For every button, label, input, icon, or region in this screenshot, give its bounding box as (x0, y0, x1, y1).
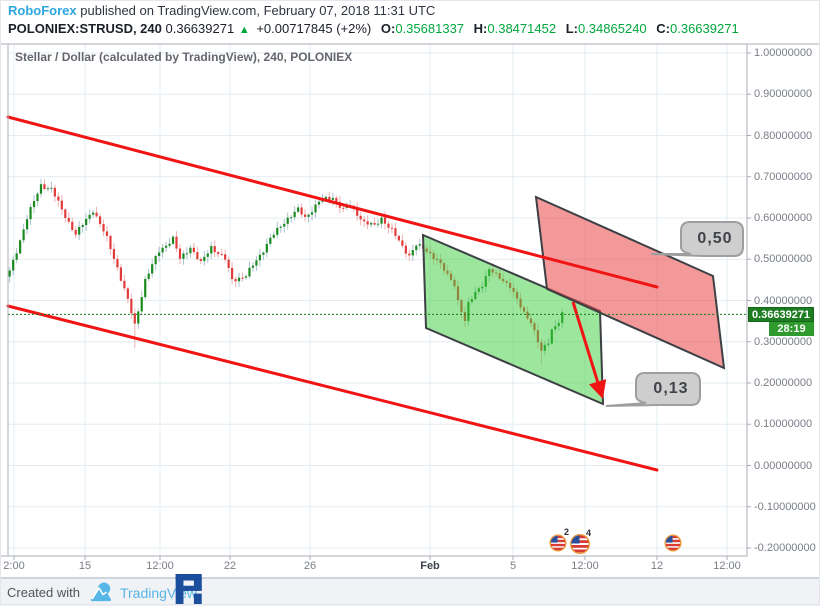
price-callout-bubble (605, 372, 701, 407)
low-value: 0.34865240 (577, 21, 647, 36)
close-value: 0.36639271 (670, 21, 739, 36)
time-axis-label[interactable]: 26 (303, 560, 317, 572)
published-info: published on TradingView.com, February 0… (80, 3, 436, 18)
price-axis-label[interactable]: 0.10000000 (754, 418, 813, 431)
price-axis-label[interactable]: 0.50000000 (754, 253, 813, 266)
time-axis-label[interactable]: 12 (650, 560, 664, 572)
price-axis-label[interactable]: -0.20000000 (754, 542, 816, 554)
chart-legend: Stellar / Dollar (calculated by TradingV… (15, 50, 353, 64)
time-axis-label[interactable]: Feb (420, 560, 440, 572)
price-callout-bubble (650, 221, 744, 257)
time-axis-label[interactable]: 12:00 (571, 560, 599, 572)
projection-arrow (571, 301, 607, 399)
price-axis-label[interactable]: 0.00000000 (754, 459, 813, 472)
header: RoboForex published on TradingView.com, … (0, 0, 820, 43)
price-axis-label[interactable]: 0.30000000 (754, 335, 813, 348)
open-value: 0.35681337 (395, 21, 465, 36)
trend-channel-lines[interactable] (6, 115, 659, 472)
economic-event-flag-icon[interactable] (549, 534, 568, 552)
chart-frame (0, 43, 820, 578)
time-axis-label[interactable]: 5 (509, 560, 517, 572)
event-count-badge: 4 (586, 528, 592, 538)
price-axis-label[interactable]: 0.40000000 (754, 294, 813, 307)
price-callout-text: 0,50 (697, 230, 733, 247)
time-axis-label[interactable]: 22 (223, 560, 237, 572)
created-with-label: Created with (7, 585, 80, 600)
economic-event-flag-icon[interactable] (569, 533, 592, 554)
publish-line: RoboForex published on TradingView.com, … (8, 3, 435, 18)
high-label: H: (473, 21, 488, 36)
bull-flag-parallelogram[interactable] (421, 233, 605, 406)
time-axis-label[interactable]: 12:00 (713, 560, 741, 572)
footer: Created with TradingView (0, 578, 820, 606)
price-axis-label[interactable]: 0.20000000 (754, 377, 813, 389)
open-label: O: (380, 21, 396, 36)
price-axis-label[interactable]: 0.70000000 (754, 170, 813, 183)
low-label: L: (565, 21, 578, 36)
publisher-name[interactable]: RoboForex (8, 3, 77, 18)
price-callout-text: 0,13 (653, 380, 689, 397)
tradingview-logo-icon[interactable] (89, 581, 113, 605)
price-change: +0.00717845 (+2%) (256, 21, 372, 36)
last-price-value: 0.36639271 (165, 21, 235, 36)
price-axis-label[interactable]: 0.90000000 (754, 88, 813, 101)
price-axis-label[interactable]: -0.10000000 (754, 500, 816, 513)
economic-event-flag-icon[interactable] (664, 534, 683, 552)
time-axis-label[interactable]: 12:00 (146, 560, 174, 572)
price-axis-label[interactable]: 0.80000000 (754, 129, 813, 142)
event-count-badge: 2 (564, 527, 570, 537)
symbol-ohlc-line: POLONIEX:STRUSD, 240 0.36639271 ▲ +0.007… (8, 21, 739, 36)
up-arrow-icon: ▲ (238, 24, 250, 36)
symbol-title[interactable]: POLONIEX:STRUSD, 240 (8, 21, 162, 36)
time-axis-label[interactable]: 15 (78, 560, 92, 572)
high-value: 0.38471452 (487, 21, 557, 36)
roboforex-logo-icon[interactable] (174, 574, 206, 609)
price-axis-label[interactable]: 1.00000000 (754, 47, 813, 59)
current-price-badge: 0.36639271 (748, 306, 814, 322)
time-axis-label[interactable]: 2:00 (3, 560, 25, 572)
price-axis-label[interactable]: 0.60000000 (754, 212, 813, 224)
bar-countdown-badge: 28:19 (769, 322, 814, 337)
close-label: C: (656, 21, 670, 36)
